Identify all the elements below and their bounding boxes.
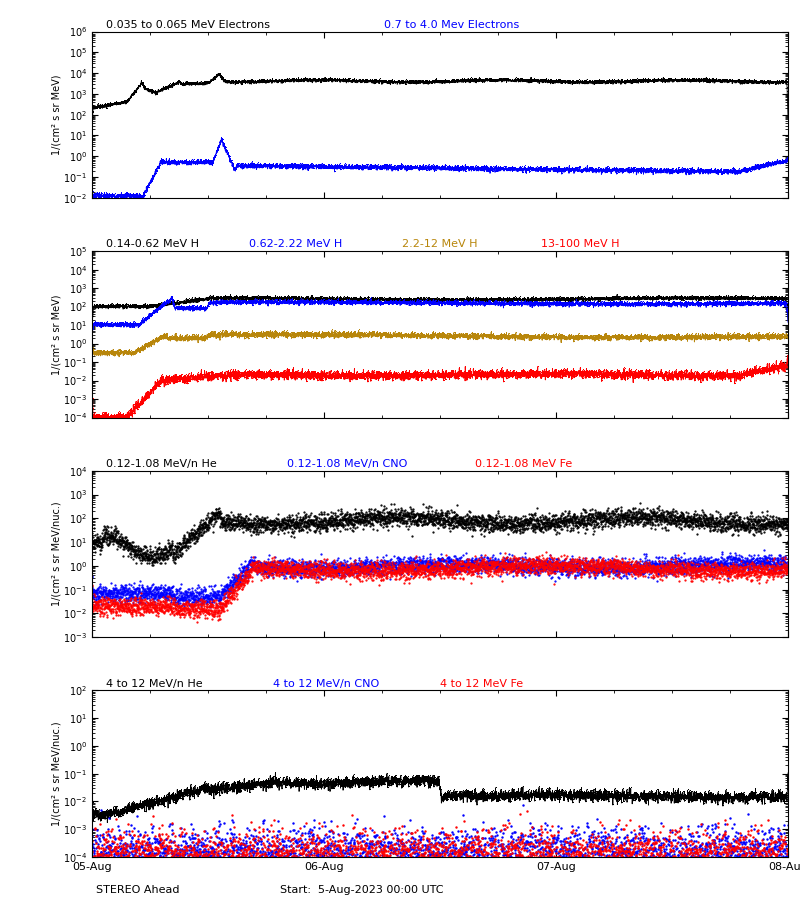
Text: 0.14-0.62 MeV H: 0.14-0.62 MeV H [106, 239, 199, 249]
Text: 13-100 MeV H: 13-100 MeV H [541, 239, 619, 249]
Text: 4 to 12 MeV/n He: 4 to 12 MeV/n He [106, 679, 202, 688]
Y-axis label: 1/(cm² s sr MeV/nuc.): 1/(cm² s sr MeV/nuc.) [51, 721, 62, 826]
Text: 2.2-12 MeV H: 2.2-12 MeV H [402, 239, 478, 249]
Text: 0.035 to 0.065 MeV Electrons: 0.035 to 0.065 MeV Electrons [106, 20, 270, 30]
Text: 0.7 to 4.0 Mev Electrons: 0.7 to 4.0 Mev Electrons [384, 20, 519, 30]
Text: 0.62-2.22 MeV H: 0.62-2.22 MeV H [249, 239, 342, 249]
Y-axis label: 1/(cm² s sr MeV): 1/(cm² s sr MeV) [52, 75, 62, 155]
Text: 4 to 12 MeV/n CNO: 4 to 12 MeV/n CNO [273, 679, 379, 688]
Text: STEREO Ahead: STEREO Ahead [96, 885, 179, 895]
Text: 0.12-1.08 MeV Fe: 0.12-1.08 MeV Fe [475, 459, 572, 469]
Text: 4 to 12 MeV Fe: 4 to 12 MeV Fe [440, 679, 523, 688]
Y-axis label: 1/(cm² s sr MeV): 1/(cm² s sr MeV) [51, 294, 62, 374]
Y-axis label: 1/(cm² s sr MeV/nuc.): 1/(cm² s sr MeV/nuc.) [52, 501, 62, 607]
Text: Start:  5-Aug-2023 00:00 UTC: Start: 5-Aug-2023 00:00 UTC [280, 885, 443, 895]
Text: 0.12-1.08 MeV/n He: 0.12-1.08 MeV/n He [106, 459, 217, 469]
Text: 0.12-1.08 MeV/n CNO: 0.12-1.08 MeV/n CNO [287, 459, 407, 469]
